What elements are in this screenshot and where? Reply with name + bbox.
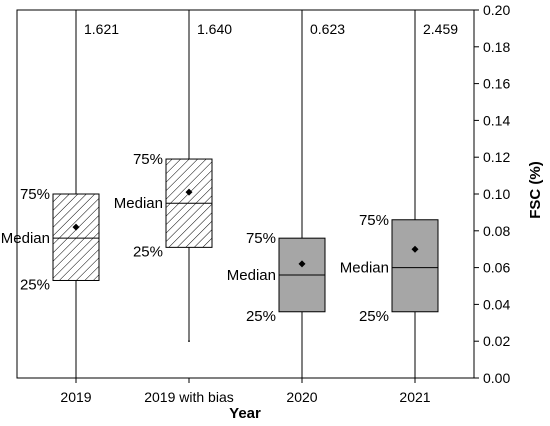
y-tick-label: 0.10 (483, 186, 510, 202)
y-tick-label: 0.16 (483, 76, 510, 92)
y-tick-label: 0.14 (483, 112, 510, 128)
x-axis-title: Year (229, 405, 261, 422)
q3-annotation: 75% (359, 212, 389, 229)
median-annotation: Median (1, 230, 50, 247)
y-tick-label: 0.18 (483, 39, 510, 55)
x-category-label: 2021 (399, 389, 430, 405)
y-tick-label: 0.04 (483, 296, 510, 312)
mean-marker (411, 245, 419, 253)
x-category-label: 2019 with bias (144, 389, 234, 405)
q3-annotation: 75% (246, 230, 276, 247)
max-value-label: 2.459 (423, 21, 458, 37)
y-tick-label: 0.08 (483, 223, 510, 239)
x-category-label: 2019 (60, 389, 91, 405)
x-category-label: 2020 (286, 389, 317, 405)
mean-marker (298, 260, 306, 268)
y-tick-label: 0.02 (483, 333, 510, 349)
q1-annotation: 25% (359, 308, 389, 325)
median-annotation: Median (227, 267, 276, 284)
y-tick-label: 0.12 (483, 149, 510, 165)
y-tick-label: 0.06 (483, 260, 510, 276)
q3-annotation: 75% (133, 151, 163, 168)
y-tick-label: 0.00 (483, 370, 510, 386)
y-tick-label: 0.20 (483, 2, 510, 18)
iqr-box (391, 219, 439, 313)
q1-annotation: 25% (20, 276, 50, 293)
q1-annotation: 25% (246, 308, 276, 325)
q3-annotation: 75% (20, 186, 50, 203)
iqr-box (52, 193, 100, 281)
max-value-label: 1.621 (84, 21, 119, 37)
max-value-label: 0.623 (310, 21, 345, 37)
max-value-label: 1.640 (197, 21, 232, 37)
y-axis-title: FSC (%) (527, 161, 544, 219)
mean-marker (185, 188, 193, 196)
mean-marker (72, 223, 80, 231)
q1-annotation: 25% (133, 243, 163, 260)
median-annotation: Median (114, 195, 163, 212)
median-annotation: Median (340, 260, 389, 277)
